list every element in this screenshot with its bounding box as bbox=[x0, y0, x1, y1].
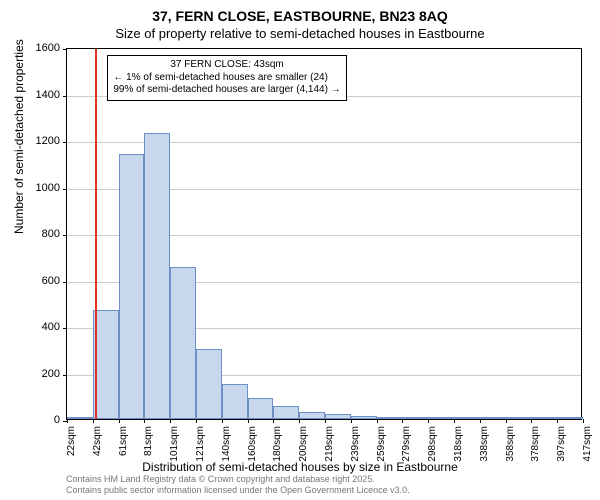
histogram-bar bbox=[480, 417, 506, 419]
xtick-mark bbox=[299, 419, 300, 423]
xtick-label: 22sqm bbox=[66, 426, 77, 466]
xtick-mark bbox=[402, 419, 403, 423]
xtick-label: 318sqm bbox=[453, 426, 464, 466]
histogram-bar bbox=[67, 417, 93, 419]
histogram-bar bbox=[506, 417, 532, 419]
xtick-label: 378sqm bbox=[530, 426, 541, 466]
ytick-label: 1400 bbox=[36, 89, 60, 101]
xtick-label: 417sqm bbox=[582, 426, 593, 466]
histogram-bar bbox=[170, 267, 196, 419]
histogram-bar bbox=[273, 406, 299, 419]
xtick-mark bbox=[273, 419, 274, 423]
histogram-bar bbox=[557, 417, 583, 419]
xtick-mark bbox=[222, 419, 223, 423]
xtick-label: 121sqm bbox=[195, 426, 206, 466]
xtick-label: 338sqm bbox=[479, 426, 490, 466]
ytick-mark bbox=[63, 96, 67, 97]
ytick-label: 600 bbox=[42, 275, 60, 287]
xtick-mark bbox=[583, 419, 584, 423]
xtick-label: 200sqm bbox=[298, 426, 309, 466]
credits-line-1: Contains HM Land Registry data © Crown c… bbox=[66, 474, 410, 485]
histogram-bar bbox=[428, 417, 454, 419]
ytick-mark bbox=[63, 328, 67, 329]
xtick-mark bbox=[428, 419, 429, 423]
xtick-label: 180sqm bbox=[272, 426, 283, 466]
ytick-label: 200 bbox=[42, 368, 60, 380]
chart-subtitle: Size of property relative to semi-detach… bbox=[0, 26, 600, 41]
xtick-mark bbox=[196, 419, 197, 423]
xtick-mark bbox=[480, 419, 481, 423]
xtick-mark bbox=[454, 419, 455, 423]
xtick-label: 259sqm bbox=[376, 426, 387, 466]
xtick-label: 397sqm bbox=[556, 426, 567, 466]
ytick-label: 1000 bbox=[36, 182, 60, 194]
ytick-label: 1600 bbox=[36, 42, 60, 54]
xtick-label: 160sqm bbox=[247, 426, 258, 466]
histogram-bar bbox=[144, 133, 170, 419]
xtick-mark bbox=[93, 419, 94, 423]
xtick-label: 219sqm bbox=[324, 426, 335, 466]
histogram-bar bbox=[402, 417, 428, 419]
ytick-label: 800 bbox=[42, 228, 60, 240]
xtick-mark bbox=[144, 419, 145, 423]
annotation-box: 37 FERN CLOSE: 43sqm← 1% of semi-detache… bbox=[107, 55, 346, 101]
marker-line bbox=[95, 49, 97, 419]
histogram-bar bbox=[196, 349, 222, 419]
xtick-label: 61sqm bbox=[118, 426, 129, 466]
xtick-mark bbox=[248, 419, 249, 423]
ytick-mark bbox=[63, 375, 67, 376]
chart-title: 37, FERN CLOSE, EASTBOURNE, BN23 8AQ bbox=[0, 8, 600, 24]
histogram-bar bbox=[222, 384, 248, 419]
xtick-label: 101sqm bbox=[169, 426, 180, 466]
ytick-label: 400 bbox=[42, 321, 60, 333]
ytick-mark bbox=[63, 189, 67, 190]
histogram-bar bbox=[248, 398, 274, 419]
ytick-mark bbox=[63, 49, 67, 50]
ytick-mark bbox=[63, 282, 67, 283]
ytick-mark bbox=[63, 235, 67, 236]
histogram-bar bbox=[454, 417, 480, 419]
xtick-label: 239sqm bbox=[350, 426, 361, 466]
plot-area: 37 FERN CLOSE: 43sqm← 1% of semi-detache… bbox=[66, 48, 582, 420]
ytick-mark bbox=[63, 142, 67, 143]
histogram-bar bbox=[325, 414, 351, 419]
xtick-mark bbox=[351, 419, 352, 423]
y-axis-label: Number of semi-detached properties bbox=[12, 39, 26, 234]
xtick-mark bbox=[325, 419, 326, 423]
xtick-mark bbox=[170, 419, 171, 423]
histogram-bar bbox=[531, 417, 557, 419]
xtick-label: 298sqm bbox=[427, 426, 438, 466]
xtick-mark bbox=[377, 419, 378, 423]
xtick-label: 358sqm bbox=[505, 426, 516, 466]
xtick-label: 42sqm bbox=[92, 426, 103, 466]
xtick-label: 140sqm bbox=[221, 426, 232, 466]
xtick-label: 279sqm bbox=[401, 426, 412, 466]
xtick-mark bbox=[531, 419, 532, 423]
xtick-mark bbox=[67, 419, 68, 423]
ytick-label: 0 bbox=[54, 414, 60, 426]
credits: Contains HM Land Registry data © Crown c… bbox=[66, 474, 410, 496]
histogram-bar bbox=[351, 416, 377, 419]
annot-header: 37 FERN CLOSE: 43sqm bbox=[113, 59, 340, 72]
xtick-mark bbox=[119, 419, 120, 423]
annot-line: ← 1% of semi-detached houses are smaller… bbox=[113, 72, 340, 85]
histogram-bar bbox=[119, 154, 145, 419]
annot-line: 99% of semi-detached houses are larger (… bbox=[113, 84, 340, 97]
ytick-label: 1200 bbox=[36, 135, 60, 147]
xtick-label: 81sqm bbox=[143, 426, 154, 466]
histogram-bar bbox=[377, 417, 403, 419]
chart-container: 37, FERN CLOSE, EASTBOURNE, BN23 8AQ Siz… bbox=[0, 0, 600, 500]
credits-line-2: Contains public sector information licen… bbox=[66, 485, 410, 496]
xtick-mark bbox=[506, 419, 507, 423]
histogram-bar bbox=[299, 412, 325, 419]
xtick-mark bbox=[557, 419, 558, 423]
